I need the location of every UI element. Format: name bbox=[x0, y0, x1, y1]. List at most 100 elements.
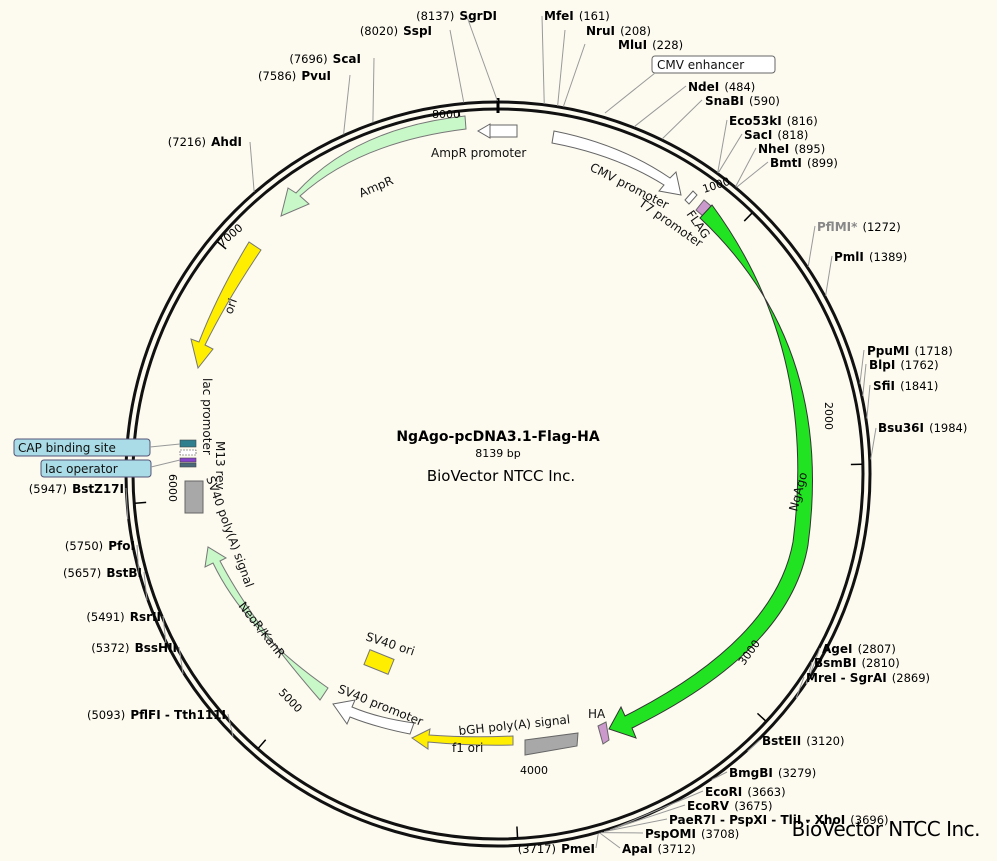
site-pos-mlui: (228) bbox=[652, 38, 683, 52]
feature-label-lac-operator: lac operator bbox=[45, 462, 118, 476]
site-pos-bmti: (899) bbox=[807, 156, 838, 170]
site-leader-line bbox=[633, 85, 687, 128]
site-pos-bsteii: (3120) bbox=[806, 734, 844, 748]
svg-text:(5947) BstZ17I: (5947) BstZ17I bbox=[29, 478, 124, 497]
site-name-ahdi: AhdI bbox=[211, 135, 242, 149]
tick-mark-5000 bbox=[257, 739, 267, 749]
svg-text:MfeI (161): MfeI (161) bbox=[544, 5, 610, 24]
lac-promoter-box bbox=[179, 449, 197, 456]
site-name-sspi: SspI bbox=[403, 24, 432, 38]
site-pos-apai: (3712) bbox=[658, 842, 696, 856]
tick-label-8000: 8000 bbox=[432, 108, 460, 121]
site-name-nhei: NheI bbox=[758, 142, 789, 156]
site-pos-bmgbi: (3279) bbox=[778, 766, 816, 780]
site-leader-line bbox=[162, 615, 167, 645]
site-leader-line bbox=[449, 29, 465, 103]
site-leader-line bbox=[806, 647, 821, 684]
m13-rev-box bbox=[179, 462, 197, 468]
cap-binding-site-box bbox=[179, 439, 197, 448]
tick-mark-6000 bbox=[135, 501, 147, 505]
site-leader-line bbox=[717, 119, 728, 173]
site-name-bsshii: BssHII bbox=[135, 641, 177, 655]
site-pos-bstz17i: (5947) bbox=[29, 482, 67, 496]
site-leader-line bbox=[557, 29, 566, 106]
tick-label-1000: 1000 bbox=[701, 175, 732, 196]
plasmid-name: NgAgo-pcDNA3.1-Flag-HA bbox=[396, 429, 599, 445]
feature-label-neor: NeoR/KanR bbox=[236, 599, 288, 660]
feature-label-ampr-promoter: AmpR promoter bbox=[431, 146, 526, 160]
svg-text:(5372) BssHII: (5372) BssHII bbox=[91, 637, 177, 656]
site-name-snabi: SnaBI bbox=[705, 94, 744, 108]
svg-text:BlpI (1762): BlpI (1762) bbox=[869, 354, 939, 373]
restriction-sites: (8137) SgrDI (8020) SspI (7696) ScaI (75… bbox=[29, 5, 968, 857]
ampr-arrow bbox=[280, 115, 467, 217]
tick-label-2000: 2000 bbox=[822, 402, 835, 430]
site-leader-line bbox=[612, 790, 704, 830]
site-name-rsrii: RsrII bbox=[130, 610, 161, 624]
svg-text:BmtI (899): BmtI (899) bbox=[770, 152, 838, 171]
site-leader-line bbox=[805, 661, 813, 685]
site-name-paer7i: PaeR7I - PspXI - TliI - XhoI bbox=[669, 813, 845, 827]
svg-text:BmgBI (3279): BmgBI (3279) bbox=[729, 762, 816, 781]
site-pos-snabi: (590) bbox=[749, 94, 780, 108]
site-name-nrui: NruI bbox=[586, 24, 615, 38]
tick-label-6000: 6000 bbox=[166, 474, 179, 502]
svg-text:MluI (228): MluI (228) bbox=[618, 34, 683, 53]
site-name-ndei: NdeI bbox=[688, 80, 719, 94]
svg-text:PpuMI (1718): PpuMI (1718) bbox=[867, 340, 953, 359]
site-name-ecorv: EcoRV bbox=[687, 799, 730, 813]
feature-label-lac-promoter: lac promoter bbox=[200, 378, 214, 455]
sv40-ori-box bbox=[363, 649, 395, 675]
site-leader-line bbox=[136, 544, 140, 575]
site-name-agei: AgeI bbox=[822, 642, 852, 656]
site-pos-saci: (818) bbox=[777, 128, 808, 142]
f1-ori-arrow bbox=[411, 728, 514, 750]
tick-label-4000: 4000 bbox=[520, 764, 548, 777]
site-pos-nhei: (895) bbox=[794, 142, 825, 156]
feature-label-m13-rev: M13 rev bbox=[213, 441, 227, 490]
site-leader-line bbox=[711, 771, 728, 781]
svg-text:ApaI (3712): ApaI (3712) bbox=[622, 838, 696, 857]
site-name-bsteii: BstEII bbox=[762, 734, 801, 748]
site-leader-line bbox=[465, 13, 498, 102]
site-pos-rsrii: (5491) bbox=[86, 610, 124, 624]
site-leader-line bbox=[541, 15, 545, 104]
site-name-pflfi: PflFI - Tth111I bbox=[130, 708, 226, 722]
site-name-ppumi: PpuMI bbox=[867, 344, 909, 358]
site-pos-bsshii: (5372) bbox=[91, 641, 129, 655]
site-leader-line bbox=[747, 739, 761, 752]
site-leader-line bbox=[859, 349, 865, 384]
site-name-bsu36i: Bsu36I bbox=[878, 421, 924, 435]
svg-text:BsmBI (2810): BsmBI (2810) bbox=[814, 652, 900, 671]
svg-text:NruI (208): NruI (208) bbox=[586, 20, 651, 39]
svg-text:(8137) SgrDI: (8137) SgrDI bbox=[416, 5, 497, 24]
site-leader-line bbox=[717, 133, 743, 174]
site-leader-line bbox=[866, 384, 871, 419]
site-leader-line bbox=[609, 804, 686, 831]
svg-text:(5093) PflFI - Tth111I: (5093) PflFI - Tth111I bbox=[87, 704, 226, 723]
site-name-apai: ApaI bbox=[622, 842, 652, 856]
lac-operator-leader bbox=[150, 459, 181, 468]
svg-text:(7696) ScaI: (7696) ScaI bbox=[289, 48, 361, 67]
tick-mark-7000 bbox=[217, 241, 227, 250]
svg-text:SnaBI (590): SnaBI (590) bbox=[705, 90, 780, 109]
sv40-promoter-arrow bbox=[332, 699, 415, 735]
svg-text:PspOMI (3708): PspOMI (3708) bbox=[645, 823, 739, 842]
ha-tag-box bbox=[597, 721, 610, 745]
sv40-polya-box bbox=[184, 480, 204, 514]
site-pos-sfii: (1841) bbox=[900, 379, 938, 393]
site-leader-line bbox=[735, 147, 757, 187]
svg-text:SacI (818): SacI (818) bbox=[744, 124, 808, 143]
site-name-pflmi: PflMI* bbox=[817, 220, 858, 234]
site-pos-pmei: (3717) bbox=[518, 842, 556, 856]
site-leader-line bbox=[227, 713, 234, 737]
svg-text:SfiI (1841): SfiI (1841) bbox=[873, 375, 938, 394]
site-name-pfoi: PfoI bbox=[108, 539, 135, 553]
site-leader-line bbox=[795, 676, 805, 699]
site-pos-eco53ki: (816) bbox=[787, 114, 818, 128]
site-name-scai: ScaI bbox=[333, 52, 361, 66]
site-name-bsmbi: BsmBI bbox=[814, 656, 856, 670]
svg-text:NheI (895): NheI (895) bbox=[758, 138, 825, 157]
site-pos-ndei: (484) bbox=[724, 80, 755, 94]
